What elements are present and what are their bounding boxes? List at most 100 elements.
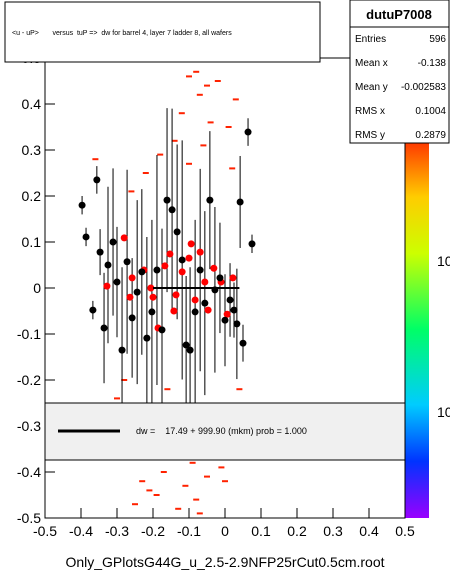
cell <box>200 144 207 147</box>
profile-point <box>158 326 166 334</box>
mean-point <box>147 284 155 292</box>
mean-point <box>210 264 218 272</box>
profile-point <box>153 266 161 274</box>
mean-point <box>191 296 199 304</box>
y-tick-label: -0.3 <box>17 418 41 434</box>
profile-point <box>173 228 181 236</box>
profile-point <box>138 268 146 276</box>
profile-point <box>93 176 101 184</box>
profile-point <box>123 258 131 266</box>
cell <box>236 388 243 391</box>
fit-label: dw = 17.49 + 999.90 (mkm) prob = 1.000 <box>136 426 307 436</box>
profile-point <box>104 261 112 269</box>
cell <box>164 388 171 391</box>
mean-point <box>187 240 195 248</box>
profile-point <box>143 334 151 342</box>
mean-point <box>201 278 209 286</box>
x-tick-label: 0.4 <box>359 523 379 539</box>
cell <box>193 70 200 73</box>
profile-point <box>168 206 176 214</box>
cell <box>186 75 192 78</box>
cell <box>142 172 149 174</box>
profile-point <box>163 196 171 204</box>
profile-point <box>186 346 194 354</box>
y-tick-label: 0.2 <box>22 188 42 204</box>
stats-value: 596 <box>429 34 446 45</box>
mean-point <box>204 306 212 314</box>
stats-value: -0.002583 <box>401 82 446 93</box>
cell <box>214 80 221 82</box>
profile-point <box>196 266 204 274</box>
cell <box>186 162 192 165</box>
profile-point <box>89 306 97 314</box>
mean-point <box>178 268 186 276</box>
x-tick-label: 0.5 <box>395 523 415 539</box>
cell <box>189 461 196 464</box>
profile-point <box>128 314 136 322</box>
profile-point <box>113 278 121 286</box>
profile-point <box>248 240 256 248</box>
x-tick-label: 0 <box>221 523 229 539</box>
y-tick-label: -0.2 <box>17 372 41 388</box>
cell <box>229 167 236 170</box>
x-tick-label: 0.2 <box>287 523 307 539</box>
stats-title: dutuP7008 <box>366 7 432 22</box>
cell <box>182 484 189 487</box>
x-tick-label: -0.4 <box>69 523 93 539</box>
profile-point <box>226 296 234 304</box>
mean-point <box>161 262 169 270</box>
y-tick-label: 0 <box>33 280 41 296</box>
x-tick-label: 0.1 <box>251 523 271 539</box>
stats-label: RMS y <box>355 130 385 141</box>
footer: Only_GPlotsG44G_u_2.5-2.9NFP25rCut0.5cm.… <box>65 554 384 570</box>
y-tick-label: 0.4 <box>22 96 42 112</box>
x-tick-label: -0.3 <box>105 523 129 539</box>
y-tick-label: 0.3 <box>22 142 42 158</box>
stats-label: Mean y <box>355 82 388 93</box>
profile-point <box>230 306 238 314</box>
profile-point <box>191 308 199 316</box>
mean-point <box>223 310 231 318</box>
cell <box>114 397 120 400</box>
mean-point <box>170 307 178 315</box>
profile-point <box>201 299 209 307</box>
profile-point <box>109 238 117 246</box>
mean-point <box>120 234 128 242</box>
x-tick-label: -0.5 <box>33 523 57 539</box>
profile-point <box>96 248 104 256</box>
cell <box>157 153 164 156</box>
profile-point <box>206 196 214 204</box>
palette-label: 10 <box>437 404 450 420</box>
chart-title: <u - uP> versus tuP => dw for barrel 4, … <box>12 30 232 37</box>
cell <box>160 471 167 473</box>
stats-label: RMS x <box>355 106 385 117</box>
cell <box>232 98 239 101</box>
cell <box>153 494 160 496</box>
profile-point <box>182 341 190 349</box>
y-tick-label: -0.4 <box>17 464 41 480</box>
cell <box>92 158 99 161</box>
mean-point <box>149 293 157 301</box>
palette-label: 10 <box>437 253 450 269</box>
stats-label: Mean x <box>355 58 388 69</box>
cell <box>178 112 185 115</box>
profile-point <box>221 316 229 324</box>
mean-point <box>185 254 193 262</box>
cell <box>207 121 214 124</box>
stats-value: -0.138 <box>418 58 447 69</box>
cell <box>146 489 153 492</box>
mean-point <box>196 248 204 256</box>
cell <box>204 84 210 87</box>
cell <box>132 503 138 506</box>
mean-point <box>126 293 134 301</box>
mean-point <box>103 282 111 290</box>
x-tick-label: -0.1 <box>177 523 201 539</box>
y-tick-label: 0.1 <box>22 234 42 250</box>
title-box <box>4 1 321 63</box>
profile-point <box>82 233 90 241</box>
cell <box>218 466 225 469</box>
stats-value: 0.2879 <box>415 130 446 141</box>
cell <box>225 126 232 128</box>
